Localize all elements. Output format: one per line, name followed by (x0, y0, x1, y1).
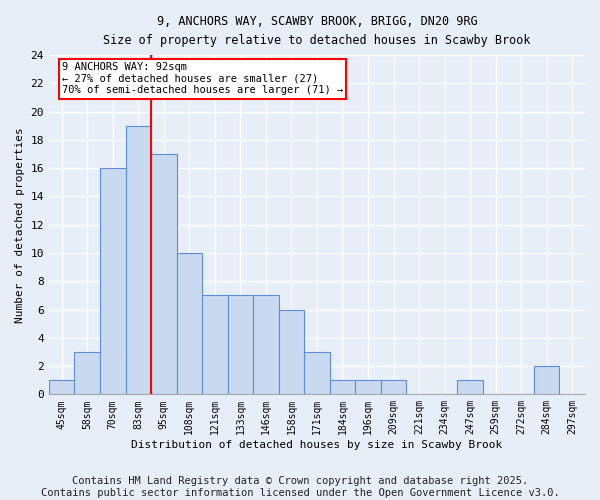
Bar (278, 310, 304, 394)
Bar (253, 296, 278, 394)
X-axis label: Distribution of detached houses by size in Scawby Brook: Distribution of detached houses by size … (131, 440, 503, 450)
Bar (457, 380, 483, 394)
Bar (227, 296, 253, 394)
Bar (176, 253, 202, 394)
Bar (74, 352, 100, 395)
Bar (534, 366, 559, 394)
Bar (355, 380, 381, 394)
Title: 9, ANCHORS WAY, SCAWBY BROOK, BRIGG, DN20 9RG
Size of property relative to detac: 9, ANCHORS WAY, SCAWBY BROOK, BRIGG, DN2… (103, 15, 531, 47)
Text: Contains HM Land Registry data © Crown copyright and database right 2025.
Contai: Contains HM Land Registry data © Crown c… (41, 476, 559, 498)
Y-axis label: Number of detached properties: Number of detached properties (15, 127, 25, 322)
Bar (49, 380, 74, 394)
Bar (202, 296, 227, 394)
Bar (381, 380, 406, 394)
Text: 9 ANCHORS WAY: 92sqm
← 27% of detached houses are smaller (27)
70% of semi-detac: 9 ANCHORS WAY: 92sqm ← 27% of detached h… (62, 62, 343, 96)
Bar (151, 154, 176, 394)
Bar (304, 352, 330, 395)
Bar (125, 126, 151, 394)
Bar (100, 168, 125, 394)
Bar (330, 380, 355, 394)
